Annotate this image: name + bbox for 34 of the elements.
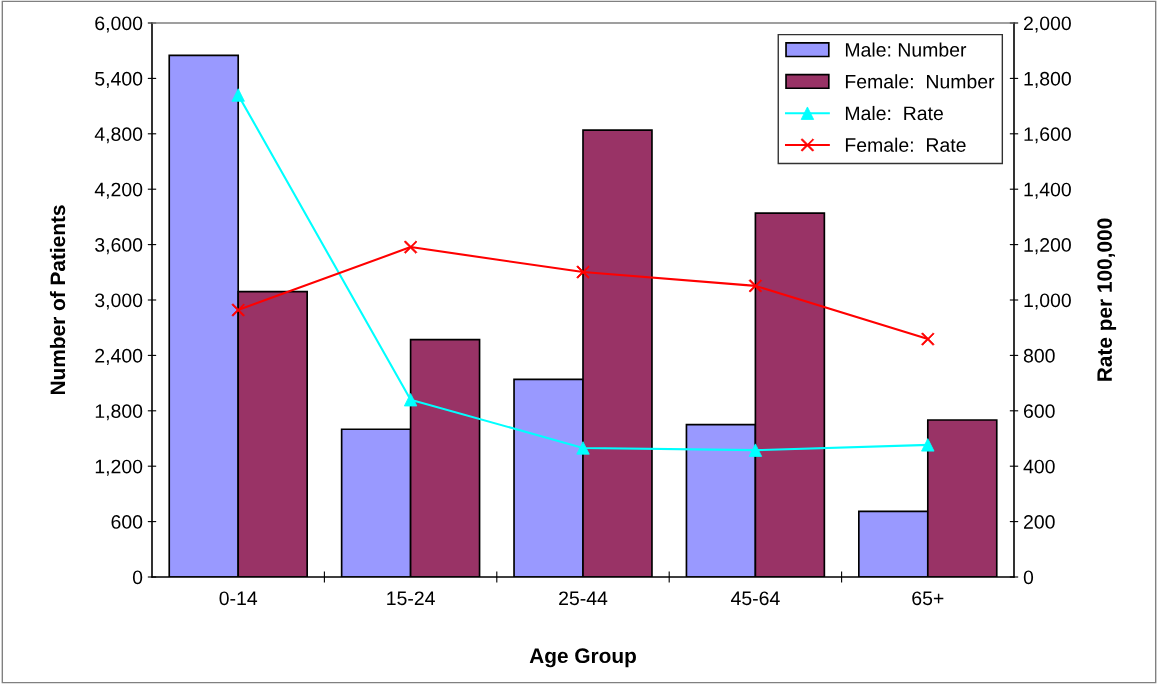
y-tick-label: 1,800 xyxy=(95,404,143,421)
y-tick-label: 5,400 xyxy=(95,71,143,88)
y2-axis-title: Rate per 100,000 xyxy=(1097,218,1117,381)
x-tick-label: 0-14 xyxy=(219,591,258,606)
y-axis-title: Number of Patients xyxy=(49,205,66,395)
x-tick-label: 65+ xyxy=(912,591,944,606)
y-tick-label: 1,200 xyxy=(95,459,143,476)
y2-tick-label: 2,000 xyxy=(1024,16,1071,33)
y2-tick-label: 400 xyxy=(1023,459,1055,474)
y2-tick-label: 1,200 xyxy=(1024,238,1071,255)
y-tick-label: 0 xyxy=(132,570,143,585)
y-tick-label: 6,000 xyxy=(95,16,143,33)
y-tick-label: 4,800 xyxy=(94,127,143,144)
y2-tick-label: 1,400 xyxy=(1024,182,1071,199)
x-tick-label: 45-64 xyxy=(730,591,780,606)
legend-label: Male: Rate xyxy=(845,105,943,121)
legend-label: Female: Number xyxy=(845,74,995,89)
y-tick-label: 4,200 xyxy=(94,182,143,199)
y2-tick-label: 1,000 xyxy=(1024,293,1071,310)
y-tick-label: 3,000 xyxy=(95,293,143,310)
y-tick-label: 2,400 xyxy=(95,348,143,365)
y2-tick-label: 0 xyxy=(1023,570,1034,585)
y2-tick-label: 800 xyxy=(1023,348,1055,363)
y-tick-label: 3,600 xyxy=(95,238,143,255)
y2-tick-label: 1,600 xyxy=(1024,127,1071,144)
x-tick-label: 15-24 xyxy=(387,591,435,606)
x-axis-title: Age Group xyxy=(529,648,636,668)
y2-tick-label: 1,800 xyxy=(1024,71,1071,88)
y2-tick-label: 600 xyxy=(1024,404,1055,419)
y2-tick-label: 200 xyxy=(1024,515,1055,529)
y-tick-label: 600 xyxy=(111,515,143,529)
legend-label: Male: Number xyxy=(845,42,967,57)
legend-label: Female: Rate xyxy=(845,137,966,152)
x-tick-label: 25-44 xyxy=(559,591,608,606)
